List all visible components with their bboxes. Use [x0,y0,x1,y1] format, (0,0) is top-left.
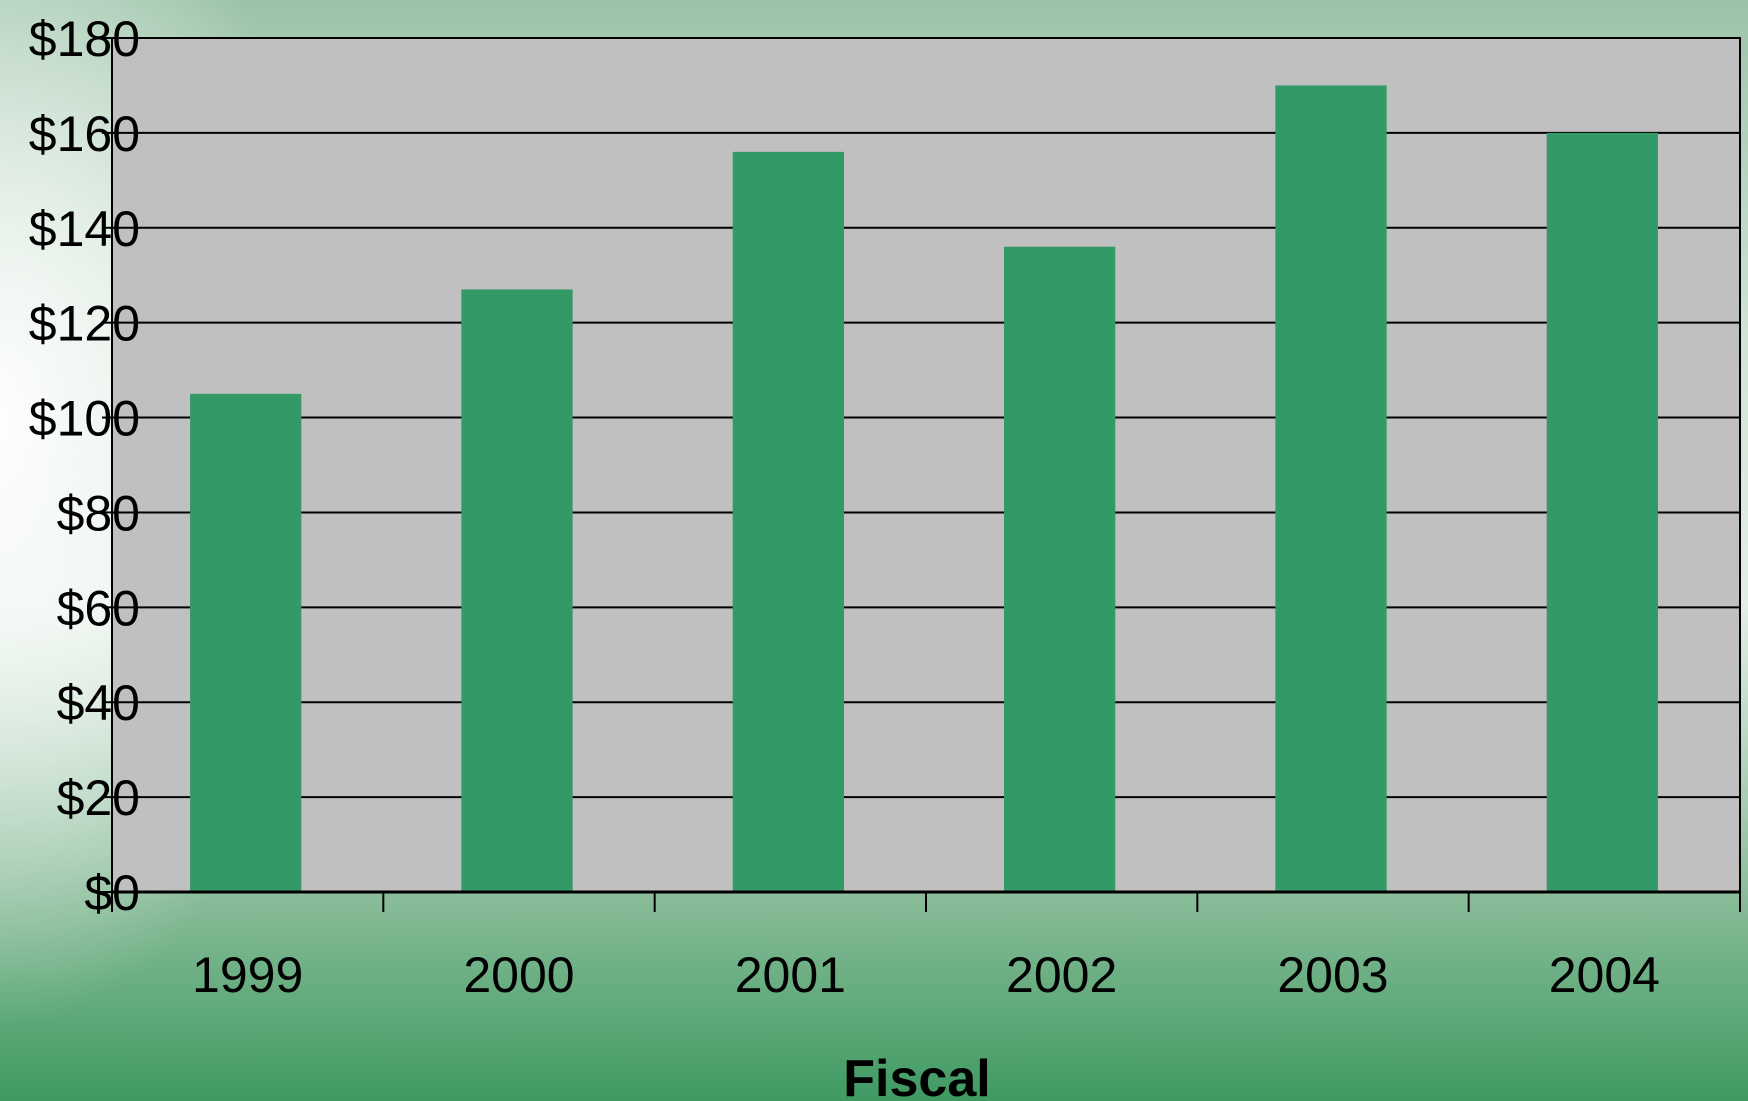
bars [190,85,1658,892]
x-tick-label: 1999 [192,947,303,1003]
x-tick-label: 2003 [1277,947,1388,1003]
y-tick-label: $40 [57,675,140,731]
x-tick-label: 2001 [735,947,846,1003]
x-tick-labels: 1999 2000 2001 2002 2003 2004 [192,947,1660,1003]
y-tick-label: $140 [29,201,140,257]
x-axis-title: Fiscal [843,1050,990,1101]
bar-2000 [461,289,573,892]
y-tick-label: $100 [29,391,140,447]
y-tick-label: $80 [57,485,140,541]
bar-2001 [732,151,844,892]
plot-area [111,37,1741,893]
y-tick-label: $0 [84,865,140,921]
x-tick-label: 2000 [463,947,574,1003]
bar-2003 [1275,85,1387,892]
y-tick-label: $120 [29,296,140,352]
y-tick-labels: $0 $20 $40 $60 $80 $100 $120 $140 $160 $180 [29,11,140,921]
y-tick-label: $20 [57,770,140,826]
bar-2004 [1546,132,1658,892]
bar-1999 [190,393,302,892]
y-tick-label: $160 [29,106,140,162]
axes [111,38,1741,912]
y-tick-label: $180 [29,11,140,67]
bar-2002 [1004,246,1116,892]
gridlines [102,37,1740,893]
x-tick-label: 2002 [1006,947,1117,1003]
y-tick-label: $60 [57,580,140,636]
x-tick-label: 2004 [1549,947,1660,1003]
